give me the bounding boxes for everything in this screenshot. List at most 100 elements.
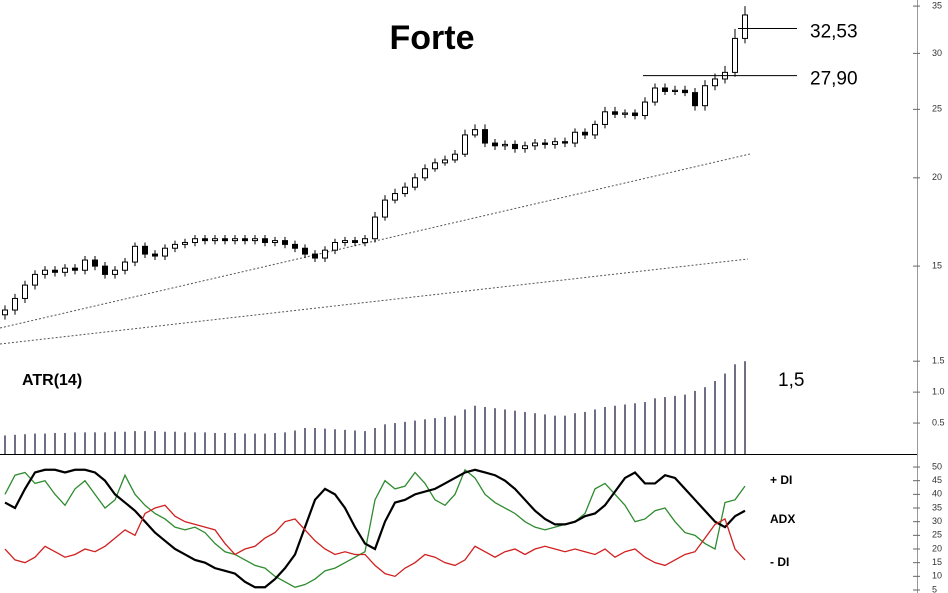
candle-body xyxy=(172,243,178,249)
candle-body xyxy=(672,89,678,92)
legend-label: ADX xyxy=(770,512,795,526)
candle-body xyxy=(272,240,278,243)
candle-body xyxy=(502,143,508,147)
y-tick-label: 30 xyxy=(932,516,942,526)
candle-body xyxy=(542,142,548,145)
candle-body xyxy=(82,259,88,271)
y-tick-label: 0.5 xyxy=(932,417,945,427)
candle-body xyxy=(12,297,18,311)
candle-body xyxy=(612,111,618,115)
legend-label: - DI xyxy=(770,555,789,569)
candle-body xyxy=(632,112,638,117)
y-tick-label: 50 xyxy=(932,461,942,471)
y-tick-label: 5 xyxy=(932,584,937,593)
candle-body xyxy=(472,129,478,136)
candle-body xyxy=(182,241,188,245)
candle-body xyxy=(462,134,468,155)
candle-body xyxy=(262,238,268,243)
candle-body xyxy=(322,249,328,259)
candle-body xyxy=(412,177,418,188)
candle-body xyxy=(512,143,518,150)
candle-body xyxy=(442,159,448,164)
candle-body xyxy=(142,245,148,255)
candle-body xyxy=(162,247,168,257)
candle-body xyxy=(622,112,628,115)
candle-body xyxy=(702,85,708,107)
candle-body xyxy=(192,238,198,243)
candle-body xyxy=(562,141,568,144)
candle-body xyxy=(302,247,308,255)
candle-body xyxy=(452,153,458,161)
y-tick-label: 10 xyxy=(932,571,942,581)
candle-body xyxy=(482,129,488,144)
candle-body xyxy=(2,309,8,316)
candle-body xyxy=(152,253,158,257)
candle-body xyxy=(382,199,388,218)
panel-title: ATR(14) xyxy=(22,372,82,389)
y-tick-label: 1.5 xyxy=(932,356,945,366)
candle-body xyxy=(122,261,128,271)
y-tick-label: 25 xyxy=(932,104,942,114)
candle-body xyxy=(252,238,258,242)
y-tick-label: 35 xyxy=(932,502,942,512)
candle-body xyxy=(592,123,598,136)
candle-body xyxy=(282,240,288,245)
candle-body xyxy=(432,162,438,170)
candle-body xyxy=(712,78,718,87)
y-tick-label: 15 xyxy=(932,260,942,270)
candle-body xyxy=(52,269,58,273)
line-series xyxy=(4,468,746,588)
candle-body xyxy=(92,259,98,267)
candle-body xyxy=(112,269,118,275)
candle-body xyxy=(602,111,608,125)
candle-body xyxy=(682,89,688,94)
candle-body xyxy=(242,238,248,242)
legend-label: + DI xyxy=(770,473,792,487)
candle-body xyxy=(422,168,428,179)
candle-body xyxy=(402,186,408,195)
candle-body xyxy=(642,101,648,117)
candle-body xyxy=(222,238,228,242)
candle-body xyxy=(202,238,208,242)
y-tick-label: 35 xyxy=(932,0,942,10)
chart-title: Forte xyxy=(390,19,475,57)
candle-body xyxy=(392,193,398,201)
line-series xyxy=(4,504,746,578)
y-tick-label: 1.0 xyxy=(932,387,945,397)
y-tick-label: 30 xyxy=(932,48,942,58)
candle-body xyxy=(292,243,298,249)
candle-body xyxy=(532,142,538,147)
candle-body xyxy=(522,145,528,150)
y-tick-label: 20 xyxy=(932,543,942,553)
candle-body xyxy=(72,267,78,271)
candle-body xyxy=(342,240,348,243)
y-tick-label: 20 xyxy=(932,172,942,182)
candle-body xyxy=(332,241,338,251)
candle-body xyxy=(22,284,28,299)
candle-body xyxy=(582,131,588,136)
candle-body xyxy=(42,269,48,275)
candle-body xyxy=(492,142,498,147)
candle-body xyxy=(312,253,318,259)
candle-body xyxy=(742,14,748,39)
candle-body xyxy=(362,238,368,243)
candle-body xyxy=(692,92,698,107)
candle-body xyxy=(552,141,558,145)
level-label: 27,90 xyxy=(810,69,858,90)
trend-line xyxy=(0,258,749,345)
candle-body xyxy=(572,131,578,144)
candle-body xyxy=(132,245,138,263)
y-tick-label: 40 xyxy=(932,489,942,499)
candle-body xyxy=(662,87,668,92)
candle-body xyxy=(652,87,658,103)
candle-body xyxy=(212,238,218,242)
candle-body xyxy=(732,37,738,73)
candle-body xyxy=(32,273,38,286)
candle-body xyxy=(372,216,378,240)
y-tick-label: 15 xyxy=(932,557,942,567)
current-value: 1,5 xyxy=(778,370,804,391)
candle-body xyxy=(232,238,238,242)
y-tick-label: 25 xyxy=(932,530,942,540)
